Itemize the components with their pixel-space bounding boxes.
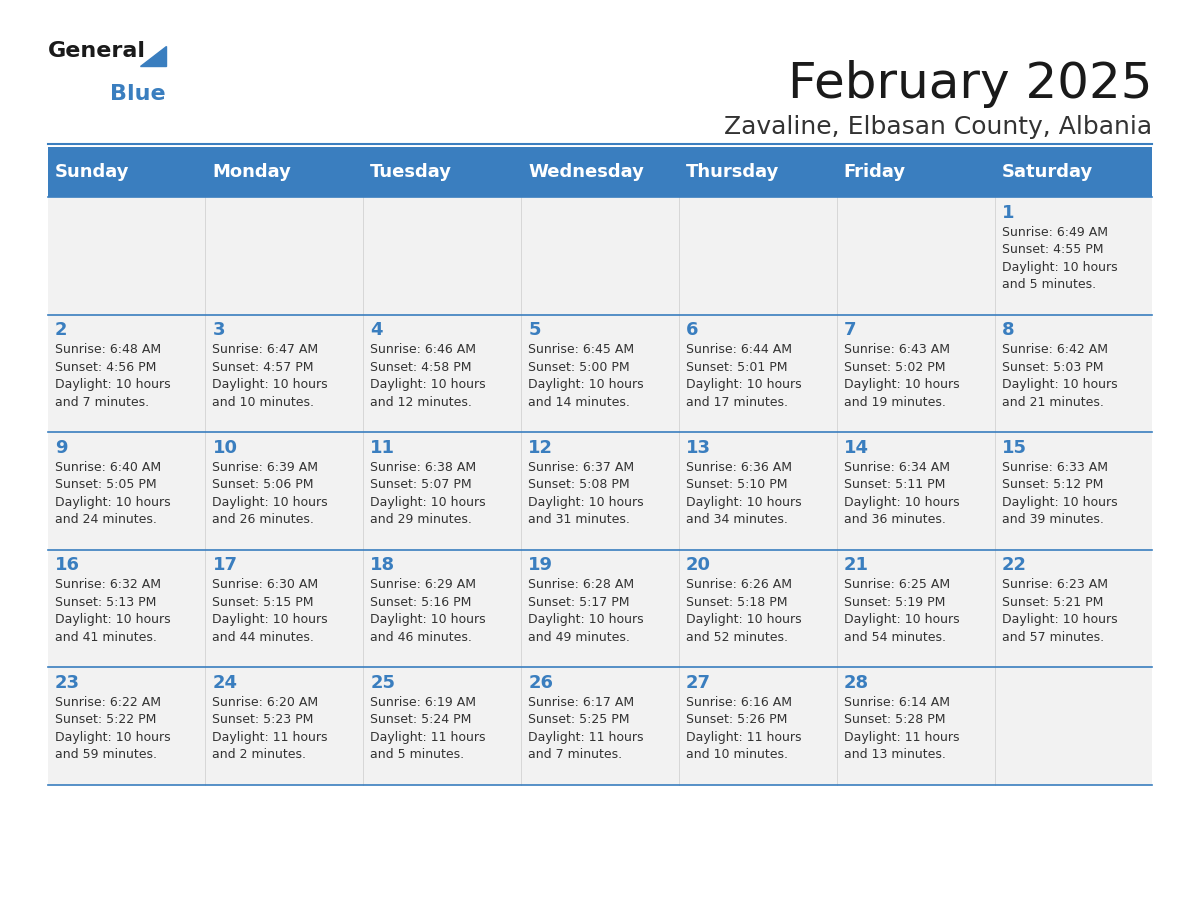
Text: Friday: Friday [843, 163, 906, 181]
Bar [48, 197, 1152, 315]
Polygon shape [140, 46, 166, 66]
Text: 2: 2 [55, 321, 68, 340]
Text: February 2025: February 2025 [788, 60, 1152, 107]
Text: 24: 24 [213, 674, 238, 692]
Text: General: General [48, 41, 145, 62]
Text: 12: 12 [529, 439, 554, 457]
Text: 8: 8 [1001, 321, 1015, 340]
Text: 15: 15 [1001, 439, 1026, 457]
Bar [48, 315, 1152, 432]
Text: Tuesday: Tuesday [371, 163, 453, 181]
Text: 3: 3 [213, 321, 225, 340]
Text: Sunrise: 6:30 AM
Sunset: 5:15 PM
Daylight: 10 hours
and 44 minutes.: Sunrise: 6:30 AM Sunset: 5:15 PM Dayligh… [213, 578, 328, 644]
Text: Sunrise: 6:47 AM
Sunset: 4:57 PM
Daylight: 10 hours
and 10 minutes.: Sunrise: 6:47 AM Sunset: 4:57 PM Dayligh… [213, 343, 328, 409]
Bar [48, 147, 1152, 197]
Text: 18: 18 [371, 556, 396, 575]
Text: Sunrise: 6:22 AM
Sunset: 5:22 PM
Daylight: 10 hours
and 59 minutes.: Sunrise: 6:22 AM Sunset: 5:22 PM Dayligh… [55, 696, 170, 761]
Text: Sunrise: 6:25 AM
Sunset: 5:19 PM
Daylight: 10 hours
and 54 minutes.: Sunrise: 6:25 AM Sunset: 5:19 PM Dayligh… [843, 578, 960, 644]
Text: 16: 16 [55, 556, 80, 575]
Text: 13: 13 [685, 439, 710, 457]
Text: 7: 7 [843, 321, 857, 340]
Text: 22: 22 [1001, 556, 1026, 575]
Text: 6: 6 [685, 321, 699, 340]
Text: Blue: Blue [110, 84, 166, 105]
Text: Sunrise: 6:20 AM
Sunset: 5:23 PM
Daylight: 11 hours
and 2 minutes.: Sunrise: 6:20 AM Sunset: 5:23 PM Dayligh… [213, 696, 328, 761]
Text: Sunrise: 6:23 AM
Sunset: 5:21 PM
Daylight: 10 hours
and 57 minutes.: Sunrise: 6:23 AM Sunset: 5:21 PM Dayligh… [1001, 578, 1117, 644]
Text: 10: 10 [213, 439, 238, 457]
Text: 21: 21 [843, 556, 868, 575]
Text: 1: 1 [1001, 204, 1015, 222]
Text: Sunrise: 6:29 AM
Sunset: 5:16 PM
Daylight: 10 hours
and 46 minutes.: Sunrise: 6:29 AM Sunset: 5:16 PM Dayligh… [371, 578, 486, 644]
Bar [48, 432, 1152, 550]
Text: 19: 19 [529, 556, 554, 575]
Bar [48, 550, 1152, 667]
Text: Sunrise: 6:42 AM
Sunset: 5:03 PM
Daylight: 10 hours
and 21 minutes.: Sunrise: 6:42 AM Sunset: 5:03 PM Dayligh… [1001, 343, 1117, 409]
Text: 23: 23 [55, 674, 80, 692]
Text: Sunrise: 6:39 AM
Sunset: 5:06 PM
Daylight: 10 hours
and 26 minutes.: Sunrise: 6:39 AM Sunset: 5:06 PM Dayligh… [213, 461, 328, 526]
Text: Sunrise: 6:49 AM
Sunset: 4:55 PM
Daylight: 10 hours
and 5 minutes.: Sunrise: 6:49 AM Sunset: 4:55 PM Dayligh… [1001, 226, 1117, 291]
Text: 17: 17 [213, 556, 238, 575]
Text: Sunday: Sunday [55, 163, 129, 181]
Text: 27: 27 [685, 674, 710, 692]
Text: Sunrise: 6:14 AM
Sunset: 5:28 PM
Daylight: 11 hours
and 13 minutes.: Sunrise: 6:14 AM Sunset: 5:28 PM Dayligh… [843, 696, 960, 761]
Text: Sunrise: 6:16 AM
Sunset: 5:26 PM
Daylight: 11 hours
and 10 minutes.: Sunrise: 6:16 AM Sunset: 5:26 PM Dayligh… [685, 696, 802, 761]
Bar [48, 667, 1152, 785]
Text: Sunrise: 6:17 AM
Sunset: 5:25 PM
Daylight: 11 hours
and 7 minutes.: Sunrise: 6:17 AM Sunset: 5:25 PM Dayligh… [529, 696, 644, 761]
Text: Sunrise: 6:40 AM
Sunset: 5:05 PM
Daylight: 10 hours
and 24 minutes.: Sunrise: 6:40 AM Sunset: 5:05 PM Dayligh… [55, 461, 170, 526]
Text: Saturday: Saturday [1001, 163, 1093, 181]
Text: 25: 25 [371, 674, 396, 692]
Text: Sunrise: 6:43 AM
Sunset: 5:02 PM
Daylight: 10 hours
and 19 minutes.: Sunrise: 6:43 AM Sunset: 5:02 PM Dayligh… [843, 343, 960, 409]
Text: 11: 11 [371, 439, 396, 457]
Text: 9: 9 [55, 439, 68, 457]
Text: Wednesday: Wednesday [529, 163, 644, 181]
Text: Sunrise: 6:33 AM
Sunset: 5:12 PM
Daylight: 10 hours
and 39 minutes.: Sunrise: 6:33 AM Sunset: 5:12 PM Dayligh… [1001, 461, 1117, 526]
Text: 20: 20 [685, 556, 710, 575]
Text: Sunrise: 6:38 AM
Sunset: 5:07 PM
Daylight: 10 hours
and 29 minutes.: Sunrise: 6:38 AM Sunset: 5:07 PM Dayligh… [371, 461, 486, 526]
Text: 26: 26 [529, 674, 554, 692]
Text: Sunrise: 6:44 AM
Sunset: 5:01 PM
Daylight: 10 hours
and 17 minutes.: Sunrise: 6:44 AM Sunset: 5:01 PM Dayligh… [685, 343, 802, 409]
Text: 28: 28 [843, 674, 868, 692]
Text: Thursday: Thursday [685, 163, 779, 181]
Text: 5: 5 [529, 321, 541, 340]
Text: Sunrise: 6:46 AM
Sunset: 4:58 PM
Daylight: 10 hours
and 12 minutes.: Sunrise: 6:46 AM Sunset: 4:58 PM Dayligh… [371, 343, 486, 409]
Text: Sunrise: 6:19 AM
Sunset: 5:24 PM
Daylight: 11 hours
and 5 minutes.: Sunrise: 6:19 AM Sunset: 5:24 PM Dayligh… [371, 696, 486, 761]
Text: Sunrise: 6:28 AM
Sunset: 5:17 PM
Daylight: 10 hours
and 49 minutes.: Sunrise: 6:28 AM Sunset: 5:17 PM Dayligh… [529, 578, 644, 644]
Text: Zavaline, Elbasan County, Albania: Zavaline, Elbasan County, Albania [725, 115, 1152, 139]
Text: Sunrise: 6:37 AM
Sunset: 5:08 PM
Daylight: 10 hours
and 31 minutes.: Sunrise: 6:37 AM Sunset: 5:08 PM Dayligh… [529, 461, 644, 526]
Text: Sunrise: 6:32 AM
Sunset: 5:13 PM
Daylight: 10 hours
and 41 minutes.: Sunrise: 6:32 AM Sunset: 5:13 PM Dayligh… [55, 578, 170, 644]
Text: Monday: Monday [213, 163, 291, 181]
Text: Sunrise: 6:48 AM
Sunset: 4:56 PM
Daylight: 10 hours
and 7 minutes.: Sunrise: 6:48 AM Sunset: 4:56 PM Dayligh… [55, 343, 170, 409]
Text: 4: 4 [371, 321, 383, 340]
Text: Sunrise: 6:26 AM
Sunset: 5:18 PM
Daylight: 10 hours
and 52 minutes.: Sunrise: 6:26 AM Sunset: 5:18 PM Dayligh… [685, 578, 802, 644]
Text: Sunrise: 6:45 AM
Sunset: 5:00 PM
Daylight: 10 hours
and 14 minutes.: Sunrise: 6:45 AM Sunset: 5:00 PM Dayligh… [529, 343, 644, 409]
Text: Sunrise: 6:36 AM
Sunset: 5:10 PM
Daylight: 10 hours
and 34 minutes.: Sunrise: 6:36 AM Sunset: 5:10 PM Dayligh… [685, 461, 802, 526]
Text: Sunrise: 6:34 AM
Sunset: 5:11 PM
Daylight: 10 hours
and 36 minutes.: Sunrise: 6:34 AM Sunset: 5:11 PM Dayligh… [843, 461, 960, 526]
Text: 14: 14 [843, 439, 868, 457]
